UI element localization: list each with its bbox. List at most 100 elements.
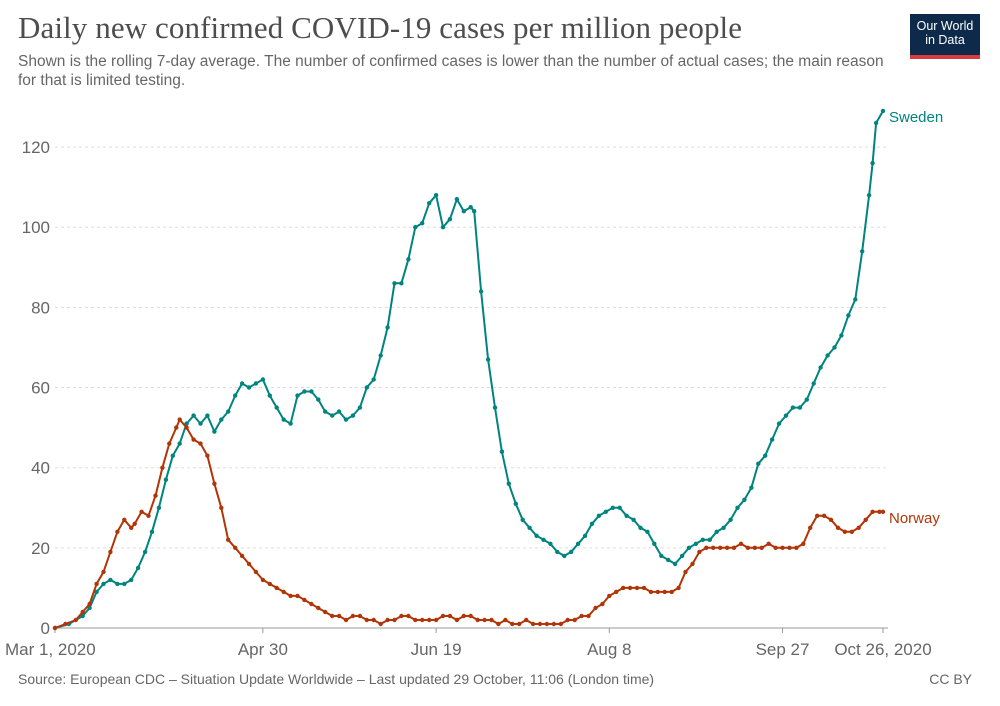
data-point-sweden[interactable] (420, 221, 425, 226)
data-point-sweden[interactable] (693, 541, 699, 546)
data-point-norway[interactable] (704, 545, 709, 550)
data-point-norway[interactable] (489, 617, 494, 623)
data-point-sweden[interactable] (233, 393, 238, 398)
data-point-sweden[interactable] (191, 413, 196, 418)
data-point-norway[interactable] (828, 517, 834, 522)
data-point-sweden[interactable] (749, 485, 754, 490)
data-point-sweden[interactable] (454, 197, 460, 202)
data-point-norway[interactable] (780, 545, 785, 550)
data-point-sweden[interactable] (652, 541, 657, 546)
data-point-norway[interactable] (683, 569, 688, 575)
owid-logo[interactable]: Our World in Data (910, 14, 980, 59)
data-point-norway[interactable] (627, 585, 633, 591)
data-point-sweden[interactable] (226, 409, 231, 414)
data-point-sweden[interactable] (870, 160, 875, 166)
data-point-norway[interactable] (607, 593, 612, 599)
data-point-norway[interactable] (115, 529, 120, 534)
data-point-norway[interactable] (253, 569, 259, 575)
data-point-sweden[interactable] (142, 549, 148, 555)
data-point-sweden[interactable] (846, 313, 851, 318)
data-point-norway[interactable] (454, 617, 460, 623)
data-point-norway[interactable] (385, 617, 390, 623)
data-point-sweden[interactable] (149, 529, 155, 534)
data-point-sweden[interactable] (562, 553, 567, 559)
data-point-norway[interactable] (752, 545, 757, 550)
data-point-sweden[interactable] (343, 417, 349, 422)
data-point-sweden[interactable] (413, 225, 418, 230)
data-point-sweden[interactable] (548, 541, 553, 546)
data-point-norway[interactable] (219, 505, 224, 510)
data-point-norway[interactable] (239, 553, 245, 559)
data-point-sweden[interactable] (472, 209, 477, 214)
series-line-norway[interactable] (54, 418, 883, 629)
data-point-sweden[interactable] (115, 581, 120, 587)
data-point-norway[interactable] (551, 621, 557, 627)
data-point-sweden[interactable] (357, 405, 363, 410)
data-point-sweden[interactable] (316, 397, 321, 402)
data-point-sweden[interactable] (555, 549, 560, 555)
data-point-sweden[interactable] (260, 377, 266, 382)
data-point-sweden[interactable] (832, 345, 837, 350)
source-note[interactable]: Source: European CDC – Situation Update … (18, 671, 655, 687)
data-point-norway[interactable] (413, 617, 418, 623)
data-point-norway[interactable] (856, 525, 861, 530)
data-point-sweden[interactable] (212, 429, 217, 434)
data-point-norway[interactable] (517, 621, 522, 627)
data-point-sweden[interactable] (478, 289, 484, 294)
data-point-sweden[interactable] (461, 209, 466, 214)
data-point-norway[interactable] (246, 561, 252, 567)
data-point-norway[interactable] (267, 581, 272, 587)
data-point-norway[interactable] (447, 613, 453, 619)
license-label[interactable]: CC BY (929, 671, 972, 687)
data-point-norway[interactable] (336, 613, 342, 619)
data-point-norway[interactable] (392, 617, 397, 623)
data-point-sweden[interactable] (575, 541, 581, 546)
data-point-sweden[interactable] (679, 553, 685, 559)
data-point-norway[interactable] (153, 493, 158, 498)
data-point-norway[interactable] (877, 509, 882, 514)
data-point-sweden[interactable] (364, 385, 369, 390)
data-point-sweden[interactable] (506, 481, 511, 486)
data-point-norway[interactable] (461, 613, 466, 619)
data-point-norway[interactable] (309, 601, 314, 607)
series-line-sweden[interactable] (54, 110, 884, 629)
data-point-norway[interactable] (177, 417, 182, 422)
data-point-norway[interactable] (808, 525, 813, 530)
data-point-norway[interactable] (205, 453, 210, 458)
data-point-norway[interactable] (350, 613, 356, 619)
data-point-sweden[interactable] (811, 381, 816, 386)
data-point-sweden[interactable] (295, 393, 300, 398)
data-point-sweden[interactable] (350, 413, 356, 418)
data-point-norway[interactable] (281, 589, 286, 595)
data-point-sweden[interactable] (541, 537, 546, 542)
data-point-sweden[interactable] (513, 501, 518, 506)
data-point-norway[interactable] (80, 609, 85, 615)
data-point-norway[interactable] (676, 585, 681, 591)
data-point-norway[interactable] (794, 545, 799, 550)
data-point-norway[interactable] (378, 621, 383, 627)
data-point-norway[interactable] (537, 621, 543, 627)
data-point-sweden[interactable] (776, 421, 782, 426)
data-point-sweden[interactable] (302, 389, 307, 394)
data-point-sweden[interactable] (742, 497, 747, 502)
data-point-sweden[interactable] (323, 409, 328, 414)
data-point-norway[interactable] (364, 617, 369, 623)
data-point-norway[interactable] (724, 545, 730, 550)
data-point-norway[interactable] (174, 425, 179, 430)
data-point-norway[interactable] (399, 613, 404, 619)
data-point-norway[interactable] (669, 589, 674, 595)
data-point-sweden[interactable] (399, 281, 404, 286)
data-point-sweden[interactable] (700, 537, 705, 542)
data-point-norway[interactable] (835, 525, 841, 530)
data-point-sweden[interactable] (330, 413, 335, 418)
data-point-norway[interactable] (371, 617, 376, 623)
data-point-sweden[interactable] (873, 120, 879, 126)
data-point-sweden[interactable] (219, 417, 224, 422)
data-point-norway[interactable] (440, 613, 446, 619)
data-point-norway[interactable] (572, 617, 577, 623)
data-point-norway[interactable] (503, 617, 508, 623)
data-point-sweden[interactable] (253, 381, 259, 386)
data-point-norway[interactable] (524, 617, 529, 623)
data-point-sweden[interactable] (756, 461, 761, 466)
data-point-sweden[interactable] (94, 589, 99, 595)
